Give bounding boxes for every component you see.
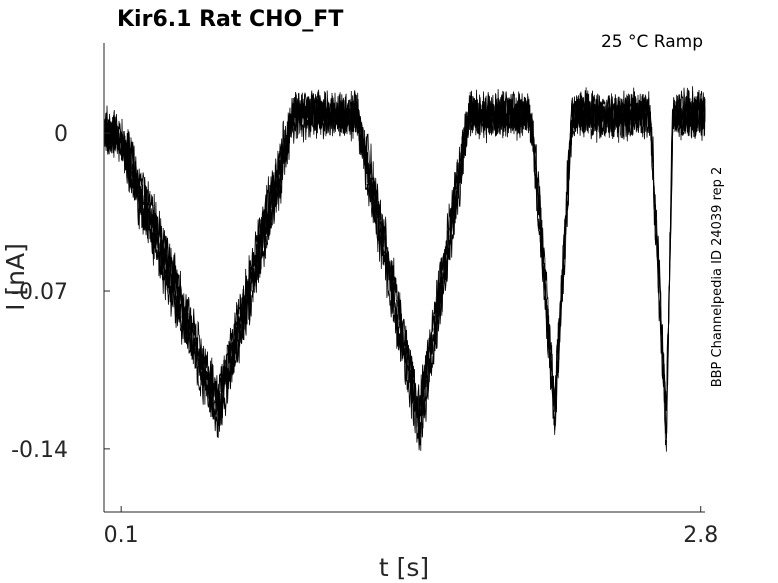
channelpedia-id-label: BBP Channelpedia ID 24039 rep 2 <box>710 167 725 388</box>
y-tick-label: -0.14 <box>11 438 68 463</box>
y-tick-label: 0 <box>54 122 68 147</box>
x-ticks: 0.1 2.8 <box>104 506 718 548</box>
chart-annotation: 25 °C Ramp <box>601 32 703 52</box>
current-trace <box>103 91 706 442</box>
x-tick-label: 2.8 <box>683 523 718 548</box>
x-tick-label: 0.1 <box>104 523 139 548</box>
plot-traces <box>103 86 706 452</box>
y-tick-label: -0.07 <box>11 280 68 305</box>
y-ticks: 0 -0.07 -0.14 <box>11 122 110 463</box>
chart-title: Kir6.1 Rat CHO_FT <box>117 7 343 32</box>
current-trace <box>103 86 706 415</box>
y-axis-label: I [nA] <box>1 243 30 311</box>
x-axis-label: t [s] <box>379 553 429 582</box>
current-trace <box>103 93 706 446</box>
current-trace <box>103 95 706 452</box>
